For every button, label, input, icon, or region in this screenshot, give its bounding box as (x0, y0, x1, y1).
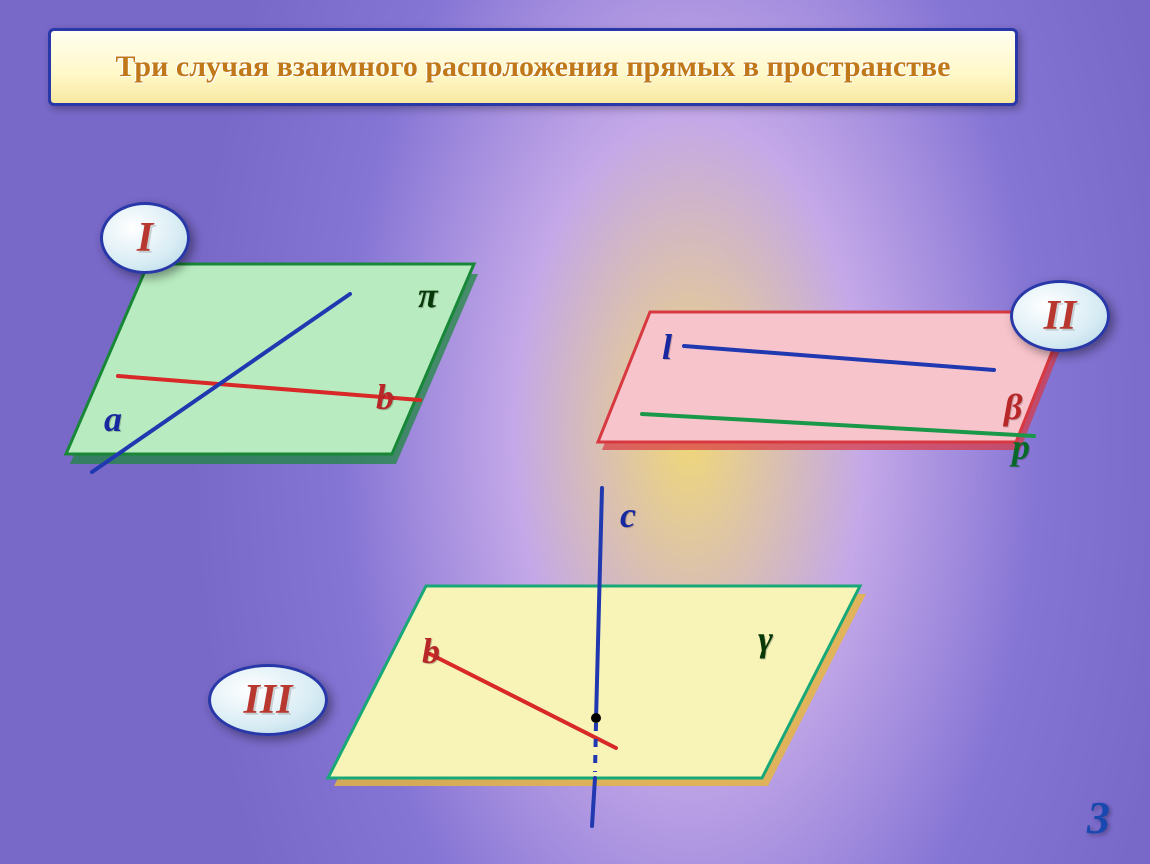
label-p: p (1012, 426, 1030, 468)
label-pi: π (418, 274, 438, 316)
badge-three-text: III (243, 676, 292, 724)
label-b1: b (376, 376, 394, 418)
badge-three: III (208, 664, 328, 736)
badge-one-text: I (137, 214, 153, 262)
label-b2: b (422, 630, 440, 672)
label-l: l (662, 326, 672, 368)
title-text: Три случая взаимного расположения прямых… (116, 50, 951, 84)
label-a: a (104, 398, 122, 440)
label-gamma: γ (758, 618, 773, 660)
label-c: c (620, 494, 636, 536)
diagram-case-3 (300, 478, 880, 838)
label-beta: β (1004, 386, 1022, 428)
badge-one: I (100, 202, 190, 274)
badge-two-text: II (1044, 292, 1077, 340)
page-number: 3 (1087, 791, 1110, 844)
badge-two: II (1010, 280, 1110, 352)
title-box: Три случая взаимного расположения прямых… (48, 28, 1018, 106)
